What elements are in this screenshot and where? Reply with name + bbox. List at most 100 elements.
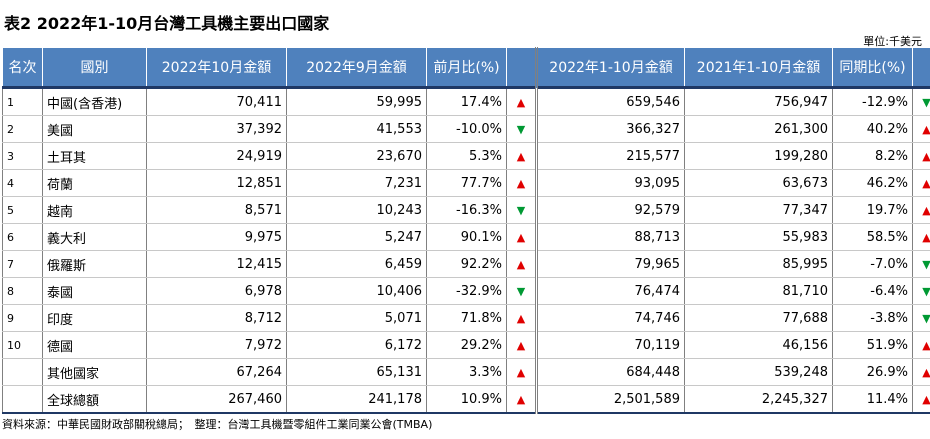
yoy-cell: 46.2% — [832, 169, 913, 197]
oct2022-cell: 9,975 — [146, 223, 287, 251]
header-ytd2021: 2021年1-10月金額 — [684, 47, 833, 89]
yoy-arrow-icon: ▲ — [912, 196, 930, 224]
table-row: 全球總額 267,460 241,178 10.9% ▲ 2,501,589 2,245,3… — [2, 385, 930, 414]
table-row: 4 荷蘭 12,851 7,231 77.7% ▲ 93,095 63,673 46.2% ▲ — [2, 169, 930, 197]
source-note: 資料來源：中華民國財政部關稅總局； 整理：台灣工具機暨零組件工業同業公會(TMB… — [2, 418, 433, 431]
ytd2021-cell: 46,156 — [684, 331, 833, 359]
rank-cell: 10 — [2, 331, 43, 359]
country-cell: 印度 — [42, 304, 147, 332]
table-row: 10 德國 7,972 6,172 29.2% ▲ 70,119 46,156 51.9% ▲ — [2, 331, 930, 359]
table-row: 5 越南 8,571 10,243 -16.3% ▼ 92,579 77,347 19.7% ▲ — [2, 196, 930, 224]
header-rank: 名次 — [2, 47, 43, 89]
yoy-cell: 26.9% — [832, 358, 913, 386]
rank-cell: 3 — [2, 142, 43, 170]
rank-cell: 6 — [2, 223, 43, 251]
rank-cell: 5 — [2, 196, 43, 224]
yoy-cell: 51.9% — [832, 331, 913, 359]
sep2022-cell: 241,178 — [286, 385, 427, 414]
table-row: 9 印度 8,712 5,071 71.8% ▲ 74,746 77,688 -3.8% ▼ — [2, 304, 930, 332]
sep2022-cell: 10,243 — [286, 196, 427, 224]
ytd2021-cell: 55,983 — [684, 223, 833, 251]
ytd2022-cell: 76,474 — [535, 277, 685, 305]
rank-cell — [2, 358, 43, 386]
yoy-arrow-icon: ▲ — [912, 331, 930, 359]
mom-cell: 29.2% — [426, 331, 507, 359]
oct2022-cell: 70,411 — [146, 87, 287, 116]
table-row: 其他國家 67,264 65,131 3.3% ▲ 684,448 539,248 26.9%… — [2, 358, 930, 386]
mom-arrow-icon: ▲ — [506, 250, 537, 278]
mom-arrow-icon: ▼ — [506, 115, 537, 143]
yoy-arrow-icon: ▲ — [912, 223, 930, 251]
ytd2022-cell: 93,095 — [535, 169, 685, 197]
ytd2021-cell: 81,710 — [684, 277, 833, 305]
sep2022-cell: 6,172 — [286, 331, 427, 359]
sep2022-cell: 23,670 — [286, 142, 427, 170]
ytd2022-cell: 215,577 — [535, 142, 685, 170]
mom-arrow-icon: ▲ — [506, 169, 537, 197]
country-cell: 全球總額 — [42, 385, 147, 414]
yoy-cell: -3.8% — [832, 304, 913, 332]
ytd2021-cell: 261,300 — [684, 115, 833, 143]
yoy-arrow-icon: ▲ — [912, 358, 930, 386]
ytd2022-cell: 74,746 — [535, 304, 685, 332]
ytd2022-cell: 659,546 — [535, 87, 685, 116]
table-row: 7 俄羅斯 12,415 6,459 92.2% ▲ 79,965 85,995 -7.0% ▼ — [2, 250, 930, 278]
header-country: 國別 — [42, 47, 147, 89]
header-row: 名次 國別 2022年10月金額 2022年9月金額 前月比(%) 2022年1… — [2, 47, 930, 89]
table-title: 表2 2022年1-10月台灣工具機主要出口國家 — [4, 14, 330, 33]
mom-cell: 5.3% — [426, 142, 507, 170]
yoy-cell: -7.0% — [832, 250, 913, 278]
rank-cell: 4 — [2, 169, 43, 197]
yoy-cell: -12.9% — [832, 87, 913, 116]
mom-cell: 10.9% — [426, 385, 507, 414]
country-cell: 美國 — [42, 115, 147, 143]
yoy-cell: 58.5% — [832, 223, 913, 251]
header-yoy-arrow — [912, 47, 930, 89]
oct2022-cell: 67,264 — [146, 358, 287, 386]
oct2022-cell: 6,978 — [146, 277, 287, 305]
ytd2021-cell: 85,995 — [684, 250, 833, 278]
mom-cell: -32.9% — [426, 277, 507, 305]
sep2022-cell: 5,071 — [286, 304, 427, 332]
sep2022-cell: 59,995 — [286, 87, 427, 116]
rank-cell: 9 — [2, 304, 43, 332]
country-cell: 其他國家 — [42, 358, 147, 386]
ytd2022-cell: 79,965 — [535, 250, 685, 278]
table-body: 1 中國(含香港) 70,411 59,995 17.4% ▲ 659,546 756,947… — [2, 87, 930, 414]
ytd2022-cell: 70,119 — [535, 331, 685, 359]
mom-arrow-icon: ▲ — [506, 223, 537, 251]
table-row: 1 中國(含香港) 70,411 59,995 17.4% ▲ 659,546 756,947… — [2, 87, 930, 116]
header-oct2022: 2022年10月金額 — [146, 47, 287, 89]
table-row: 3 土耳其 24,919 23,670 5.3% ▲ 215,577 199,280 8.2% ▲ — [2, 142, 930, 170]
ytd2022-cell: 684,448 — [535, 358, 685, 386]
ytd2021-cell: 77,688 — [684, 304, 833, 332]
mom-cell: 71.8% — [426, 304, 507, 332]
ytd2021-cell: 63,673 — [684, 169, 833, 197]
oct2022-cell: 37,392 — [146, 115, 287, 143]
ytd2021-cell: 199,280 — [684, 142, 833, 170]
mom-arrow-icon: ▼ — [506, 277, 537, 305]
country-cell: 越南 — [42, 196, 147, 224]
header-mom: 前月比(%) — [426, 47, 507, 89]
ytd2022-cell: 366,327 — [535, 115, 685, 143]
table-row: 2 美國 37,392 41,553 -10.0% ▼ 366,327 261,300 40.2… — [2, 115, 930, 143]
table-row: 6 義大利 9,975 5,247 90.1% ▲ 88,713 55,983 58.5% ▲ — [2, 223, 930, 251]
ytd2021-cell: 77,347 — [684, 196, 833, 224]
ytd2022-cell: 2,501,589 — [535, 385, 685, 414]
mom-arrow-icon: ▲ — [506, 331, 537, 359]
header-sep2022: 2022年9月金額 — [286, 47, 427, 89]
sep2022-cell: 65,131 — [286, 358, 427, 386]
export-table: 名次 國別 2022年10月金額 2022年9月金額 前月比(%) 2022年1… — [2, 47, 930, 414]
mom-arrow-icon: ▲ — [506, 304, 537, 332]
country-cell: 土耳其 — [42, 142, 147, 170]
mom-arrow-icon: ▼ — [506, 196, 537, 224]
rank-cell: 8 — [2, 277, 43, 305]
ytd2021-cell: 539,248 — [684, 358, 833, 386]
yoy-cell: 40.2% — [832, 115, 913, 143]
mom-cell: -16.3% — [426, 196, 507, 224]
country-cell: 中國(含香港) — [42, 87, 147, 116]
mom-cell: 17.4% — [426, 87, 507, 116]
table-row: 8 泰國 6,978 10,406 -32.9% ▼ 76,474 81,710 -6.4% ▼ — [2, 277, 930, 305]
rank-cell: 2 — [2, 115, 43, 143]
unit-label: 單位:千美元 — [863, 35, 922, 48]
